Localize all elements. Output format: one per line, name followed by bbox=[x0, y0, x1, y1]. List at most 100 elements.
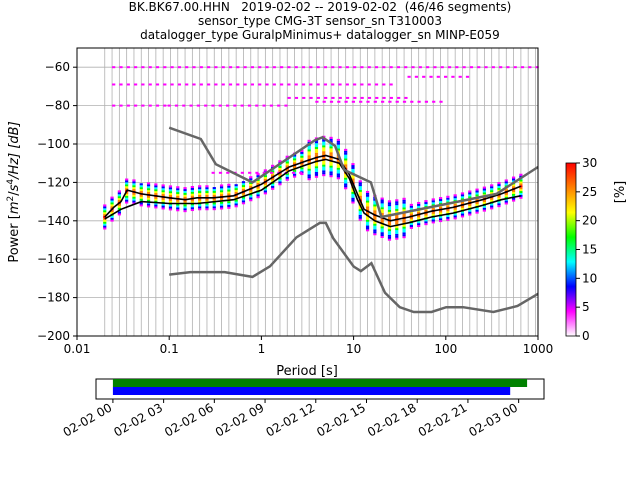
heatmap-cell bbox=[183, 206, 187, 209]
heatmap-cell bbox=[387, 211, 392, 214]
heatmap-cell bbox=[271, 183, 275, 186]
heatmap-cell bbox=[247, 104, 252, 107]
heatmap-cell bbox=[168, 200, 173, 203]
heatmap-cell bbox=[367, 66, 371, 69]
heatmap-cell bbox=[462, 66, 466, 69]
heatmap-cell bbox=[511, 176, 516, 179]
heatmap-cell bbox=[139, 183, 143, 186]
heatmap-cell bbox=[241, 188, 246, 191]
heatmap-cell bbox=[278, 167, 282, 170]
heatmap-cell bbox=[322, 166, 326, 169]
colorbar-tick-label: 20 bbox=[582, 214, 597, 228]
heatmap-cell bbox=[336, 142, 340, 145]
heatmap-cell bbox=[504, 200, 508, 203]
heatmap-cell bbox=[358, 184, 362, 187]
heatmap-cell bbox=[365, 217, 370, 220]
heatmap-cell bbox=[511, 178, 516, 181]
heatmap-cell bbox=[249, 191, 253, 194]
heatmap-cell bbox=[513, 66, 517, 69]
heatmap-cell bbox=[351, 189, 355, 192]
heatmap-cell bbox=[344, 187, 348, 190]
heatmap-cell bbox=[520, 66, 525, 69]
heatmap-cell bbox=[300, 150, 304, 153]
heatmap-cell bbox=[168, 208, 173, 211]
heatmap-cell bbox=[163, 104, 167, 107]
heatmap-cell bbox=[395, 235, 399, 238]
heatmap-cell bbox=[504, 179, 508, 182]
heatmap-cell bbox=[205, 191, 209, 193]
y-tick-label: −100 bbox=[37, 137, 70, 151]
heatmap-cell bbox=[402, 197, 406, 200]
heatmap-cell bbox=[307, 147, 311, 150]
heatmap-cell bbox=[438, 197, 443, 200]
heatmap-cell bbox=[263, 177, 267, 180]
heatmap-cell bbox=[132, 192, 136, 195]
heatmap-cell bbox=[243, 83, 247, 86]
heatmap-cell bbox=[146, 197, 151, 200]
heatmap-cell bbox=[234, 184, 238, 187]
heatmap-cell bbox=[154, 189, 158, 192]
heatmap-cell bbox=[409, 207, 413, 210]
timeline-tick-label: 02-02 00 bbox=[61, 400, 115, 439]
heatmap-cell bbox=[519, 191, 523, 193]
heatmap-cell bbox=[424, 100, 429, 103]
heatmap-cell bbox=[168, 193, 173, 196]
heatmap-cell bbox=[336, 165, 340, 168]
heatmap-cell bbox=[176, 209, 180, 212]
heatmap-cell bbox=[469, 66, 474, 69]
heatmap-cell bbox=[139, 189, 143, 192]
heatmap-cell bbox=[395, 203, 399, 206]
heatmap-cell bbox=[424, 203, 428, 206]
heatmap-cell bbox=[132, 196, 136, 199]
heatmap-cell bbox=[519, 179, 523, 182]
heatmap-cell bbox=[497, 182, 501, 185]
heatmap-cell bbox=[424, 215, 428, 218]
heatmap-cell bbox=[351, 201, 355, 204]
heatmap-cell bbox=[176, 201, 180, 204]
heatmap-cell bbox=[336, 169, 340, 172]
heatmap-cell bbox=[307, 151, 311, 154]
x-axis-label: Period [s] bbox=[276, 364, 338, 379]
heatmap-cell bbox=[241, 192, 246, 195]
heatmap-cell bbox=[219, 207, 224, 210]
heatmap-cell bbox=[255, 171, 259, 174]
heatmap-cell bbox=[154, 200, 158, 203]
heatmap-cell bbox=[344, 175, 348, 178]
heatmap-cell bbox=[460, 194, 465, 197]
heatmap-cell bbox=[497, 187, 501, 190]
heatmap-cell bbox=[511, 199, 516, 202]
heatmap-cell bbox=[351, 174, 355, 177]
heatmap-cell bbox=[453, 207, 457, 210]
heatmap-cell bbox=[262, 104, 266, 107]
heatmap-cell bbox=[219, 190, 224, 193]
heatmap-cell bbox=[146, 191, 151, 194]
series-line-nlnm bbox=[169, 221, 539, 314]
heatmap-cell bbox=[338, 66, 342, 69]
heatmap-cell bbox=[414, 75, 419, 78]
heatmap-cell bbox=[119, 83, 123, 86]
heatmap-cell bbox=[402, 224, 406, 227]
heatmap-cell bbox=[322, 172, 326, 175]
heatmap-cell bbox=[117, 205, 121, 208]
heatmap-cell bbox=[402, 203, 406, 206]
x-tick-label: 0.01 bbox=[64, 342, 91, 356]
heatmap-cell bbox=[436, 75, 440, 78]
heatmap-cell bbox=[110, 215, 114, 218]
heatmap-cell bbox=[146, 186, 151, 189]
heatmap-cell bbox=[446, 214, 450, 217]
heatmap-cell bbox=[314, 175, 319, 178]
heatmap-cell bbox=[351, 163, 355, 166]
heatmap-cell bbox=[329, 138, 333, 141]
heatmap-cell bbox=[367, 83, 371, 86]
heatmap-cell bbox=[387, 204, 392, 207]
heatmap-cell bbox=[482, 207, 486, 210]
heatmap-cell bbox=[271, 164, 275, 167]
timeline-tick-label: 02-02 18 bbox=[365, 400, 419, 439]
heatmap-cell bbox=[190, 205, 194, 208]
y-tick-label: −60 bbox=[45, 60, 70, 74]
heatmap-cell bbox=[154, 198, 158, 201]
heatmap-cell bbox=[336, 138, 340, 141]
heatmap-cell bbox=[446, 218, 450, 221]
heatmap-cell bbox=[110, 198, 114, 201]
heatmap-cell bbox=[205, 185, 209, 188]
